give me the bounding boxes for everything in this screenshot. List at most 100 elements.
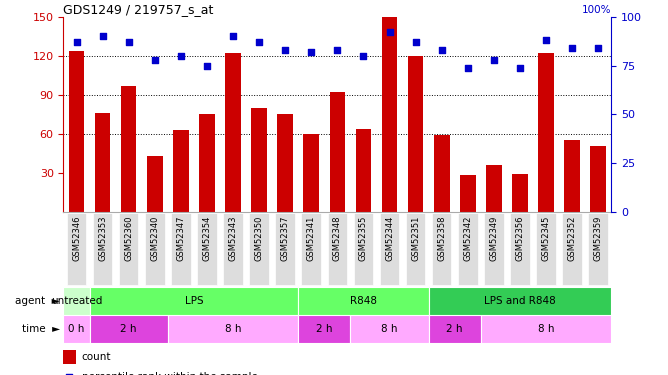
Bar [434,135,450,212]
Text: GSM52342: GSM52342 [464,216,472,261]
Text: GSM52359: GSM52359 [594,216,603,261]
FancyBboxPatch shape [63,315,90,343]
FancyBboxPatch shape [510,213,530,285]
Bar [147,156,162,212]
Text: GSM52350: GSM52350 [255,216,264,261]
Point [228,33,238,39]
FancyBboxPatch shape [275,213,295,285]
Point [254,39,265,45]
Text: GSM52353: GSM52353 [98,216,107,261]
FancyBboxPatch shape [168,315,298,343]
Point [202,63,212,69]
Bar [591,146,606,212]
Text: GSM52351: GSM52351 [411,216,420,261]
FancyBboxPatch shape [223,213,242,285]
Point [384,30,395,36]
Point [64,374,75,375]
Bar [303,134,319,212]
FancyBboxPatch shape [379,213,399,285]
Text: GSM52348: GSM52348 [333,216,342,261]
Point [540,37,551,43]
Text: percentile rank within the sample: percentile rank within the sample [81,372,257,375]
Text: GSM52343: GSM52343 [228,216,238,261]
Text: 100%: 100% [582,5,611,15]
Text: GSM52358: GSM52358 [437,216,446,261]
Bar [512,174,528,212]
Point [566,45,577,51]
Point [593,45,603,51]
FancyBboxPatch shape [429,287,611,315]
FancyBboxPatch shape [171,213,190,285]
FancyBboxPatch shape [119,213,138,285]
FancyBboxPatch shape [589,213,608,285]
FancyBboxPatch shape [429,315,481,343]
Bar [381,17,397,212]
Point [176,53,186,59]
Bar [63,350,75,364]
Bar [69,51,84,212]
Point [332,47,343,53]
Text: 8 h: 8 h [224,324,241,334]
Bar [121,86,136,212]
Text: 8 h: 8 h [538,324,554,334]
Text: 2 h: 2 h [120,324,137,334]
FancyBboxPatch shape [405,213,426,285]
Bar [199,114,214,212]
FancyBboxPatch shape [484,213,504,285]
Text: 8 h: 8 h [381,324,397,334]
Bar [538,53,554,212]
Text: GSM52349: GSM52349 [490,216,498,261]
Text: R848: R848 [350,296,377,306]
Text: LPS and R848: LPS and R848 [484,296,556,306]
Point [462,64,473,70]
Point [306,49,317,55]
Text: GSM52357: GSM52357 [281,216,290,261]
Point [410,39,421,45]
FancyBboxPatch shape [63,287,90,315]
FancyBboxPatch shape [351,315,429,343]
FancyBboxPatch shape [327,213,347,285]
Text: GSM52346: GSM52346 [72,216,81,261]
FancyBboxPatch shape [90,287,298,315]
Text: 2 h: 2 h [446,324,463,334]
Text: GSM52340: GSM52340 [150,216,159,261]
Point [436,47,447,53]
FancyBboxPatch shape [197,213,216,285]
FancyBboxPatch shape [301,213,321,285]
FancyBboxPatch shape [298,287,429,315]
Bar [95,113,110,212]
Text: GSM52341: GSM52341 [307,216,316,261]
Text: GSM52355: GSM52355 [359,216,368,261]
Point [98,33,108,39]
Text: GSM52356: GSM52356 [516,216,524,261]
FancyBboxPatch shape [67,213,86,285]
Text: GSM52345: GSM52345 [542,216,550,261]
Point [488,57,499,63]
Text: 0 h: 0 h [68,324,85,334]
FancyBboxPatch shape [536,213,556,285]
Bar [277,114,293,212]
Point [280,47,291,53]
FancyBboxPatch shape [90,315,168,343]
Bar [329,92,345,212]
Point [514,64,525,70]
Text: GSM52347: GSM52347 [176,216,185,261]
Bar [251,108,267,212]
Point [150,57,160,63]
Text: GSM52354: GSM52354 [202,216,211,261]
FancyBboxPatch shape [432,213,452,285]
Text: untreated: untreated [51,296,102,306]
Bar [460,176,476,212]
Text: LPS: LPS [184,296,203,306]
FancyBboxPatch shape [298,315,351,343]
FancyBboxPatch shape [562,213,582,285]
Text: agent  ►: agent ► [15,296,60,306]
Text: 2 h: 2 h [316,324,333,334]
Text: GSM52344: GSM52344 [385,216,394,261]
Bar [355,129,371,212]
FancyBboxPatch shape [353,213,373,285]
Text: GSM52360: GSM52360 [124,216,133,261]
Bar [486,165,502,212]
FancyBboxPatch shape [145,213,164,285]
Point [124,39,134,45]
